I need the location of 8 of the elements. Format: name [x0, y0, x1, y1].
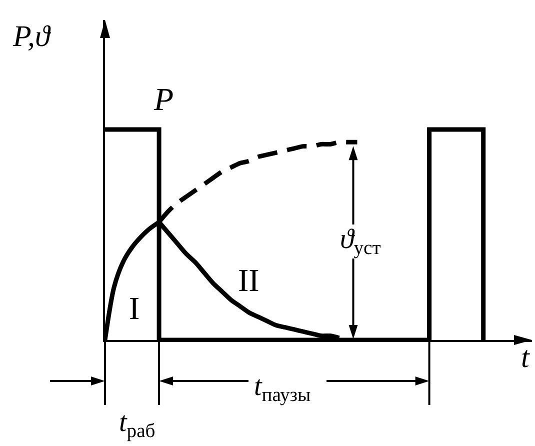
series-label: II — [238, 262, 260, 298]
series-label: I — [129, 290, 140, 326]
text: t$_{раб}$ — [119, 407, 156, 442]
x-axis-title: t — [521, 341, 530, 374]
series-label: P — [153, 81, 174, 117]
y-axis-title: P,ϑ — [12, 20, 52, 53]
text: t$_{паузы}$ — [254, 371, 311, 406]
annotation: ϑ$_{уст}$ — [340, 224, 382, 259]
